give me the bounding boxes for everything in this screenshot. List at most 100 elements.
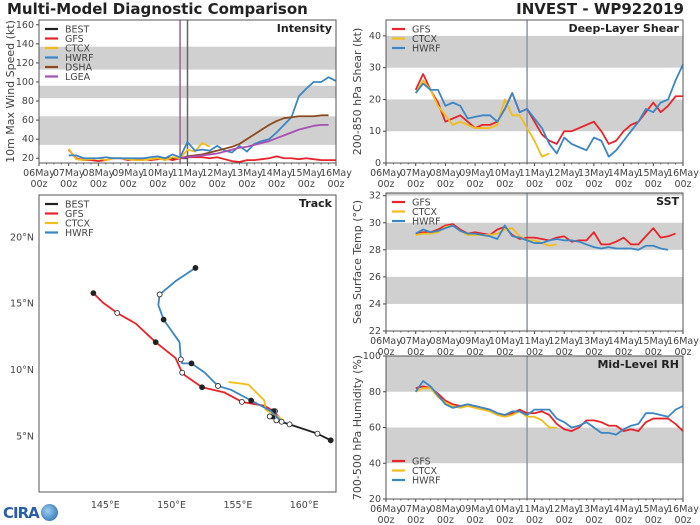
- x-tick-label: 12May 00z: [548, 168, 580, 190]
- panel-title: Mid-Level RH: [597, 358, 679, 371]
- shaded-band: [386, 276, 683, 304]
- track-point: [156, 291, 163, 298]
- y-tick-label: 160: [16, 20, 34, 31]
- x-tick-label: 06May 00z: [23, 168, 55, 190]
- x-tick-label: 14May 00z: [261, 168, 293, 190]
- legend-label: CTCX: [412, 207, 438, 218]
- legend-label: CTCX: [412, 466, 438, 477]
- legend-label: BEST: [65, 25, 90, 36]
- track-panel: 145°E 150°E 155°E 160°E 5°N 10°N 15°N 20°N Track…: [10, 194, 337, 511]
- y-tick-label: 32: [369, 191, 381, 202]
- storm-title: INVEST - WP922019: [516, 0, 684, 18]
- track-point: [152, 339, 159, 346]
- y-tick-label: 80: [22, 96, 34, 107]
- y-tick-label: 26: [369, 272, 381, 283]
- x-tick-label: 10May 00z: [142, 168, 174, 190]
- shaded-band: [386, 222, 683, 250]
- track-point: [177, 356, 184, 363]
- x-tick-label: 11May 00z: [519, 168, 551, 190]
- x-tick-label: 14May 00z: [608, 504, 640, 525]
- track-point: [273, 417, 280, 424]
- series-line-hwrf: [414, 380, 683, 436]
- x-tick-label: 15May 00z: [290, 168, 322, 190]
- x-tick-label: 09May 00z: [459, 504, 491, 525]
- x-tick-label: 145°E: [91, 500, 120, 511]
- x-tick-label: 10May 00z: [489, 168, 521, 190]
- y-tick-label: 0: [375, 158, 381, 169]
- track-point: [114, 310, 121, 316]
- track-point: [314, 430, 321, 437]
- x-tick-label: 12May 00z: [201, 168, 233, 190]
- plot-frame: [385, 19, 684, 164]
- x-tick-label: 155°E: [223, 500, 252, 511]
- x-tick-label: 15May 00z: [637, 504, 669, 525]
- y-axis-label: 10m Max Wind Speed (kt): [4, 20, 17, 163]
- y-tick-label: 140: [16, 39, 34, 50]
- x-tick-label: 15May 00z: [637, 168, 669, 190]
- y-tick-label: 30: [369, 218, 381, 229]
- x-tick-label: 06May 00z: [370, 504, 402, 525]
- x-tick-label: 06May 00z: [370, 168, 402, 190]
- panel-title: Track: [299, 197, 333, 210]
- x-tick-label: 13May 00z: [578, 336, 610, 358]
- legend-label: BEST: [65, 200, 90, 211]
- x-tick-label: 07May 00z: [400, 168, 432, 190]
- x-tick-label: 14May 00z: [608, 168, 640, 190]
- x-tick-label: 16May 00z: [667, 168, 699, 190]
- series-line-hwrf: [415, 224, 669, 251]
- y-tick-label: 20: [369, 494, 381, 505]
- legend-label: DSHA: [65, 63, 92, 74]
- y-tick-label: 100: [16, 77, 34, 88]
- y-tick-label: 60: [369, 423, 381, 434]
- legend-label: HWRF: [65, 53, 94, 64]
- track-point: [160, 316, 167, 323]
- series-line-lgea: [179, 123, 329, 160]
- x-tick-label: 10May 00z: [489, 504, 521, 525]
- series-line-ctcx: [414, 79, 550, 158]
- x-tick-label: 09May 00z: [112, 168, 144, 190]
- y-tick-label: 24: [369, 299, 381, 310]
- y-tick-label: 40: [22, 134, 34, 145]
- y-tick-label: 80: [369, 387, 381, 398]
- x-tick-label: 13May 00z: [231, 168, 263, 190]
- legend-label: CTCX: [65, 219, 91, 230]
- y-tick-label: 60: [22, 115, 34, 126]
- y-tick-label: 40: [369, 31, 381, 42]
- shaded-band: [386, 193, 683, 196]
- track-point: [179, 369, 186, 376]
- x-tick-label: 09May 00z: [459, 336, 491, 358]
- legend-label: HWRF: [412, 217, 441, 228]
- y-tick-label: 15°N: [10, 299, 34, 310]
- series-line-gfs: [415, 223, 676, 246]
- y-tick-label: 20: [22, 153, 34, 164]
- x-tick-label: 13May 00z: [578, 168, 610, 190]
- y-tick-label: 28: [369, 245, 381, 256]
- x-tick-label: 16May 00z: [667, 336, 699, 358]
- x-tick-label: 10May 00z: [489, 336, 521, 358]
- panel-title: SST: [656, 195, 679, 208]
- legend-label: GFS: [65, 34, 84, 45]
- globe-icon: [40, 504, 58, 521]
- y-tick-label: 100: [363, 351, 381, 362]
- plot-frame: [385, 355, 684, 500]
- y-tick-label: 20°N: [10, 232, 34, 243]
- legend-label: LGEA: [65, 72, 91, 83]
- legend-label: HWRF: [412, 476, 441, 487]
- legend-label: HWRF: [412, 44, 441, 55]
- track-point: [215, 383, 221, 389]
- legend-label: GFS: [65, 209, 84, 220]
- shaded-band: [386, 356, 683, 392]
- legend-label: CTCX: [412, 34, 438, 45]
- y-axis-label: 700-500 hPa Humidity (%): [351, 355, 364, 500]
- x-tick-label: 08May 00z: [430, 168, 462, 190]
- shaded-band: [386, 99, 683, 132]
- cira-logo: CIRA: [3, 504, 58, 522]
- series-line-best: [269, 410, 332, 442]
- x-tick-label: 09May 00z: [459, 168, 491, 190]
- track-point: [199, 384, 205, 391]
- x-tick-label: 12May 00z: [548, 336, 580, 358]
- y-axis-label: 200-850 hPa Shear (kt): [351, 28, 364, 156]
- track-point: [248, 397, 255, 404]
